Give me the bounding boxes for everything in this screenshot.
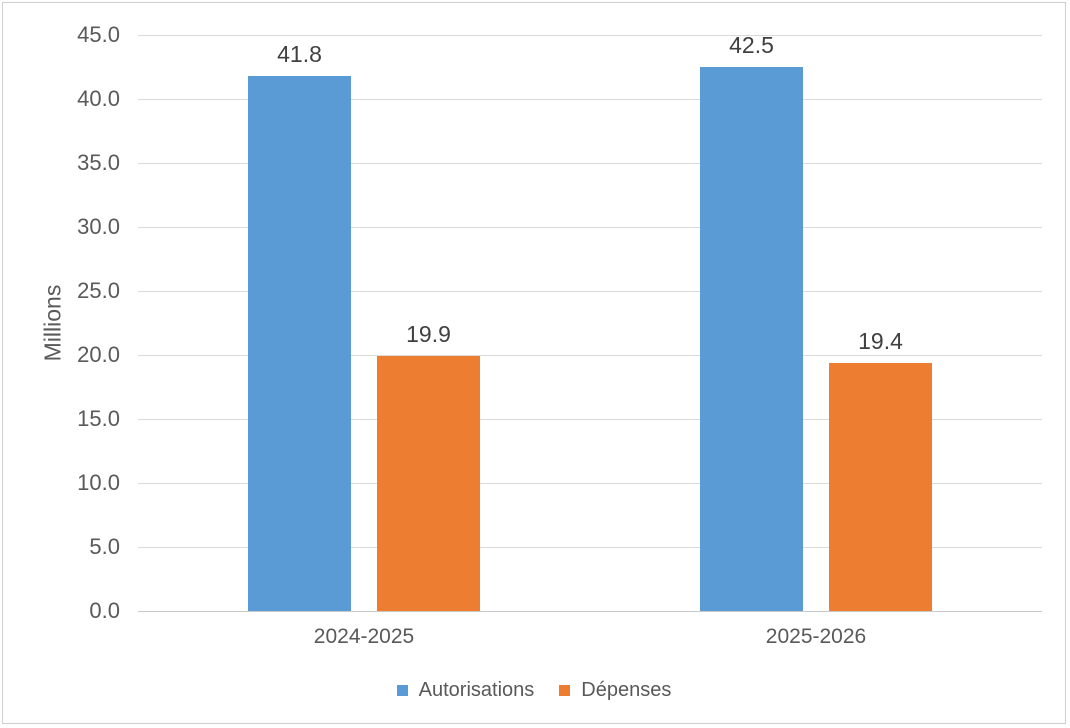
y-tick-label: 25.0: [77, 278, 120, 303]
bar-autorisations-2025-2026: [700, 67, 803, 611]
gridline: [138, 35, 1042, 36]
category-group-2025-2026: 42.5 19.4: [590, 32, 1042, 611]
bar-dépenses-2025-2026: [829, 363, 932, 611]
y-tick-label: 0.0: [89, 598, 120, 623]
legend-label: Dépenses: [581, 679, 672, 701]
y-tick-label: 10.0: [77, 470, 120, 495]
chart-legend: Autorisations Dépenses: [3, 678, 1065, 703]
legend-item-autorisations: Autorisations: [396, 678, 535, 703]
y-axis-tick-labels: 45.0 40.0 35.0 30.0 25.0 20.0 15.0 10.0 5.0 0.0: [3, 22, 120, 623]
data-label: 19.4: [858, 328, 903, 354]
x-tick-label: 2024-2025: [313, 625, 415, 648]
y-tick-label: 20.0: [77, 342, 120, 367]
y-tick-label: 40.0: [77, 86, 120, 111]
gridline: [138, 291, 1042, 292]
x-axis-tick-labels: 2024-2025 2025-2026: [138, 624, 1042, 650]
data-label: 19.9: [406, 321, 451, 347]
data-label: 42.5: [729, 32, 774, 58]
plot-area: 41.8 19.9 42.5 19.4: [138, 32, 1042, 612]
y-tick-label: 15.0: [77, 406, 120, 431]
x-tick-label: 2025-2026: [765, 625, 867, 648]
bar-dépenses-2024-2025: [377, 356, 480, 611]
gridline: [138, 483, 1042, 484]
legend-label: Autorisations: [418, 679, 535, 701]
gridline: [138, 355, 1042, 356]
gridline: [138, 547, 1042, 548]
data-label: 41.8: [277, 41, 322, 67]
y-tick-label: 30.0: [77, 214, 120, 239]
category-group-2024-2025: 41.8 19.9: [138, 35, 590, 611]
y-tick-label: 35.0: [77, 150, 120, 175]
gridline: [138, 227, 1042, 228]
bar-autorisations-2024-2025: [248, 76, 351, 611]
legend-swatch-icon: [396, 685, 408, 696]
y-tick-label: 5.0: [89, 534, 120, 559]
gridline: [138, 419, 1042, 420]
gridline: [138, 99, 1042, 100]
gridline: [138, 163, 1042, 164]
y-tick-label: 45.0: [77, 22, 120, 47]
legend-item-dépenses: Dépenses: [559, 678, 671, 703]
legend-swatch-icon: [559, 685, 571, 696]
